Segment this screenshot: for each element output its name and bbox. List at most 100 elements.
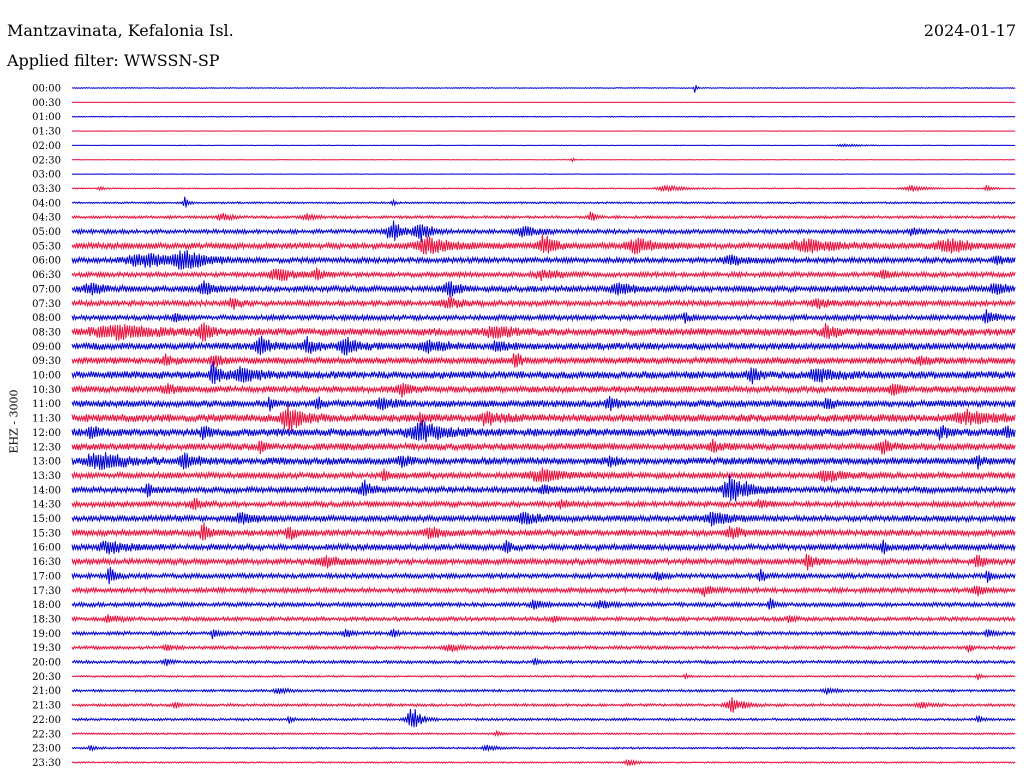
trace-2230 <box>71 730 1016 738</box>
time-label-1600: 16:00 <box>32 543 61 554</box>
trace-0500 <box>71 220 1016 243</box>
time-label-0400: 04:00 <box>32 198 61 209</box>
trace-1900 <box>71 628 1016 640</box>
trace-1130 <box>71 405 1016 432</box>
trace-1430 <box>71 497 1016 510</box>
time-label-0930: 09:30 <box>32 356 61 367</box>
trace-0400 <box>71 196 1016 208</box>
time-label-2000: 20:00 <box>32 658 61 669</box>
trace-2330 <box>71 758 1016 767</box>
time-labels: 00:00 00:30 01:00 01:30 02:00 02:30 03:00 03:30… <box>32 84 61 769</box>
time-label-0530: 05:30 <box>32 241 61 252</box>
time-label-1400: 14:00 <box>32 485 61 496</box>
time-label-1200: 12:00 <box>32 428 61 439</box>
trace-1700 <box>71 567 1016 585</box>
time-label-0000: 00:00 <box>32 84 61 95</box>
trace-0100 <box>71 115 1016 118</box>
time-label-0500: 05:00 <box>32 227 61 238</box>
time-label-1430: 14:30 <box>32 500 61 511</box>
trace-0000 <box>71 85 1016 93</box>
time-label-1030: 10:30 <box>32 385 61 396</box>
trace-0130 <box>71 130 1016 132</box>
filter-label: Applied filter: WWSSN-SP <box>7 51 220 70</box>
trace-1800 <box>71 597 1016 610</box>
time-label-2130: 21:30 <box>32 701 61 712</box>
trace-0330 <box>71 184 1016 193</box>
trace-1530 <box>71 522 1016 541</box>
trace-2000 <box>71 657 1016 667</box>
time-label-2030: 20:30 <box>32 672 61 683</box>
trace-0700 <box>71 280 1016 298</box>
time-label-2200: 22:00 <box>32 715 61 726</box>
time-label-2300: 23:00 <box>32 744 61 755</box>
time-label-1930: 19:30 <box>32 643 61 654</box>
time-label-1330: 13:30 <box>32 471 61 482</box>
time-label-1300: 13:00 <box>32 457 61 468</box>
trace-0830 <box>71 322 1016 342</box>
time-label-0300: 03:00 <box>32 170 61 181</box>
time-label-1100: 11:00 <box>32 399 61 410</box>
trace-0930 <box>71 353 1016 368</box>
trace-2030 <box>71 672 1016 681</box>
trace-1630 <box>71 553 1016 571</box>
trace-2300 <box>71 744 1016 753</box>
trace-0300 <box>71 173 1016 175</box>
time-label-1230: 12:30 <box>32 442 61 453</box>
time-label-0230: 02:30 <box>32 155 61 166</box>
time-label-1900: 19:00 <box>32 629 61 640</box>
time-label-1700: 17:00 <box>32 571 61 582</box>
trace-0030 <box>71 101 1016 104</box>
time-label-0430: 04:30 <box>32 213 61 224</box>
time-label-0700: 07:00 <box>32 284 61 295</box>
trace-0430 <box>71 211 1016 222</box>
date-label: 2024-01-17 <box>923 21 1016 40</box>
trace-0800 <box>71 309 1016 324</box>
time-label-2100: 21:00 <box>32 686 61 697</box>
time-label-0330: 03:30 <box>32 184 61 195</box>
trace-1100 <box>71 396 1016 412</box>
trace-0630 <box>71 267 1016 282</box>
trace-1930 <box>71 643 1016 653</box>
time-label-1800: 18:00 <box>32 600 61 611</box>
time-label-0600: 06:00 <box>32 256 61 267</box>
trace-1230 <box>71 438 1016 455</box>
trace-1030 <box>71 382 1016 398</box>
trace-2100 <box>71 686 1016 695</box>
trace-0230 <box>71 157 1016 163</box>
trace-1000 <box>71 361 1016 385</box>
trace-0600 <box>71 249 1016 270</box>
trace-1300 <box>71 452 1016 471</box>
time-label-2330: 23:30 <box>32 758 61 769</box>
time-label-0200: 02:00 <box>32 141 61 152</box>
time-label-1130: 11:30 <box>32 414 61 425</box>
time-label-1630: 16:30 <box>32 557 61 568</box>
time-label-1000: 10:00 <box>32 371 61 382</box>
time-label-1530: 15:30 <box>32 528 61 539</box>
trace-1600 <box>71 539 1016 555</box>
time-label-1830: 18:30 <box>32 614 61 625</box>
station-title: Mantzavinata, Kefalonia Isl. <box>7 21 234 40</box>
time-label-0830: 08:30 <box>32 327 61 338</box>
time-label-2230: 22:30 <box>32 729 61 740</box>
trace-1400 <box>71 474 1016 502</box>
trace-0200 <box>71 143 1016 148</box>
time-label-0130: 01:30 <box>32 127 61 138</box>
trace-2200 <box>71 708 1016 728</box>
time-label-0630: 06:30 <box>32 270 61 281</box>
time-label-1500: 15:00 <box>32 514 61 525</box>
trace-1330 <box>71 467 1016 483</box>
time-label-0030: 00:30 <box>32 98 61 109</box>
time-label-0100: 01:00 <box>32 112 61 123</box>
trace-1830 <box>71 614 1016 624</box>
trace-1500 <box>71 511 1016 527</box>
trace-0900 <box>71 335 1016 356</box>
time-label-0730: 07:30 <box>32 299 61 310</box>
trace-1730 <box>71 585 1016 598</box>
time-label-1730: 17:30 <box>32 586 61 597</box>
trace-1200 <box>71 419 1016 443</box>
time-label-0900: 09:00 <box>32 342 61 353</box>
trace-0730 <box>71 296 1016 310</box>
trace-2130 <box>71 697 1016 713</box>
time-label-0800: 08:00 <box>32 313 61 324</box>
